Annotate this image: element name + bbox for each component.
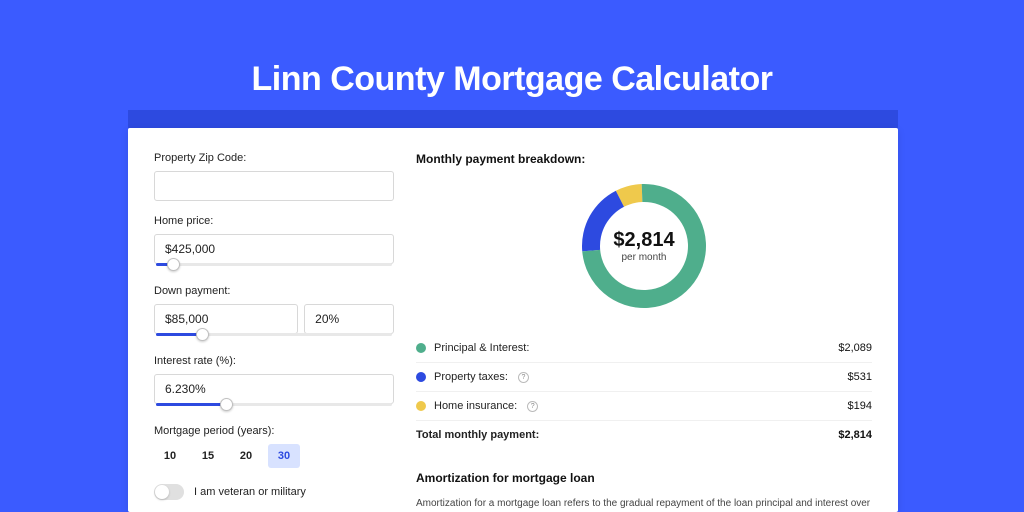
amortization-text: Amortization for a mortgage loan refers …: [416, 497, 872, 512]
slider-thumb[interactable]: [220, 398, 233, 411]
interest-rate-row: Interest rate (%):: [154, 355, 394, 411]
legend-dot: [416, 372, 426, 382]
breakdown-title: Monthly payment breakdown:: [416, 152, 872, 166]
period-btn-20[interactable]: 20: [230, 444, 262, 468]
page-background: Linn County Mortgage Calculator Property…: [0, 0, 1024, 512]
home-price-slider[interactable]: [154, 261, 394, 271]
legend-row-1: Property taxes:? $531: [416, 363, 872, 392]
legend-value: $531: [848, 371, 872, 383]
donut-sub: per month: [613, 252, 674, 263]
home-price-label: Home price:: [154, 215, 394, 227]
zip-label: Property Zip Code:: [154, 152, 394, 164]
period-btn-10[interactable]: 10: [154, 444, 186, 468]
veteran-toggle[interactable]: [154, 484, 184, 500]
down-payment-input[interactable]: [154, 304, 298, 334]
legend-total-label: Total monthly payment:: [416, 429, 539, 441]
donut-center: $2,814 per month: [613, 229, 674, 263]
interest-rate-input[interactable]: [154, 374, 394, 404]
breakdown-column: Monthly payment breakdown: $2,814 per mo…: [416, 152, 872, 488]
legend-label: Home insurance:: [434, 400, 517, 412]
legend-dot: [416, 401, 426, 411]
legend-label: Principal & Interest:: [434, 342, 529, 354]
veteran-row: I am veteran or military: [154, 484, 394, 500]
legend: Principal & Interest: $2,089 Property taxe…: [416, 334, 872, 449]
down-payment-slider[interactable]: [154, 331, 394, 341]
mortgage-period-row: Mortgage period (years): 10152030: [154, 425, 394, 468]
legend-total-value: $2,814: [838, 429, 872, 441]
interest-rate-slider[interactable]: [154, 401, 394, 411]
info-icon[interactable]: ?: [527, 401, 538, 412]
period-btn-15[interactable]: 15: [192, 444, 224, 468]
mortgage-period-label: Mortgage period (years):: [154, 425, 394, 437]
slider-track: [156, 263, 392, 266]
legend-row-2: Home insurance:? $194: [416, 392, 872, 421]
legend-value: $194: [848, 400, 872, 412]
legend-dot: [416, 343, 426, 353]
slider-thumb[interactable]: [196, 328, 209, 341]
info-icon[interactable]: ?: [518, 372, 529, 383]
legend-row-total: Total monthly payment: $2,814: [416, 421, 872, 449]
legend-row-0: Principal & Interest: $2,089: [416, 334, 872, 363]
page-title: Linn County Mortgage Calculator: [0, 60, 1024, 99]
veteran-label: I am veteran or military: [194, 486, 306, 498]
calculator-card: Property Zip Code: Home price: Down paym…: [128, 128, 898, 512]
zip-input[interactable]: [154, 171, 394, 201]
home-price-input[interactable]: [154, 234, 394, 264]
amortization-title: Amortization for mortgage loan: [416, 471, 872, 485]
legend-label: Property taxes:: [434, 371, 508, 383]
down-payment-label: Down payment:: [154, 285, 394, 297]
down-payment-pct-input[interactable]: [304, 304, 394, 334]
form-column: Property Zip Code: Home price: Down paym…: [154, 152, 394, 488]
slider-fill: [156, 403, 228, 406]
interest-rate-label: Interest rate (%):: [154, 355, 394, 367]
donut-value: $2,814: [613, 229, 674, 252]
home-price-row: Home price:: [154, 215, 394, 271]
donut-chart: $2,814 per month: [416, 176, 872, 316]
title-underline: [128, 110, 898, 128]
legend-value: $2,089: [838, 342, 872, 354]
down-payment-row: Down payment:: [154, 285, 394, 341]
zip-row: Property Zip Code:: [154, 152, 394, 201]
slider-thumb[interactable]: [167, 258, 180, 271]
period-buttons: 10152030: [154, 444, 394, 468]
period-btn-30[interactable]: 30: [268, 444, 300, 468]
